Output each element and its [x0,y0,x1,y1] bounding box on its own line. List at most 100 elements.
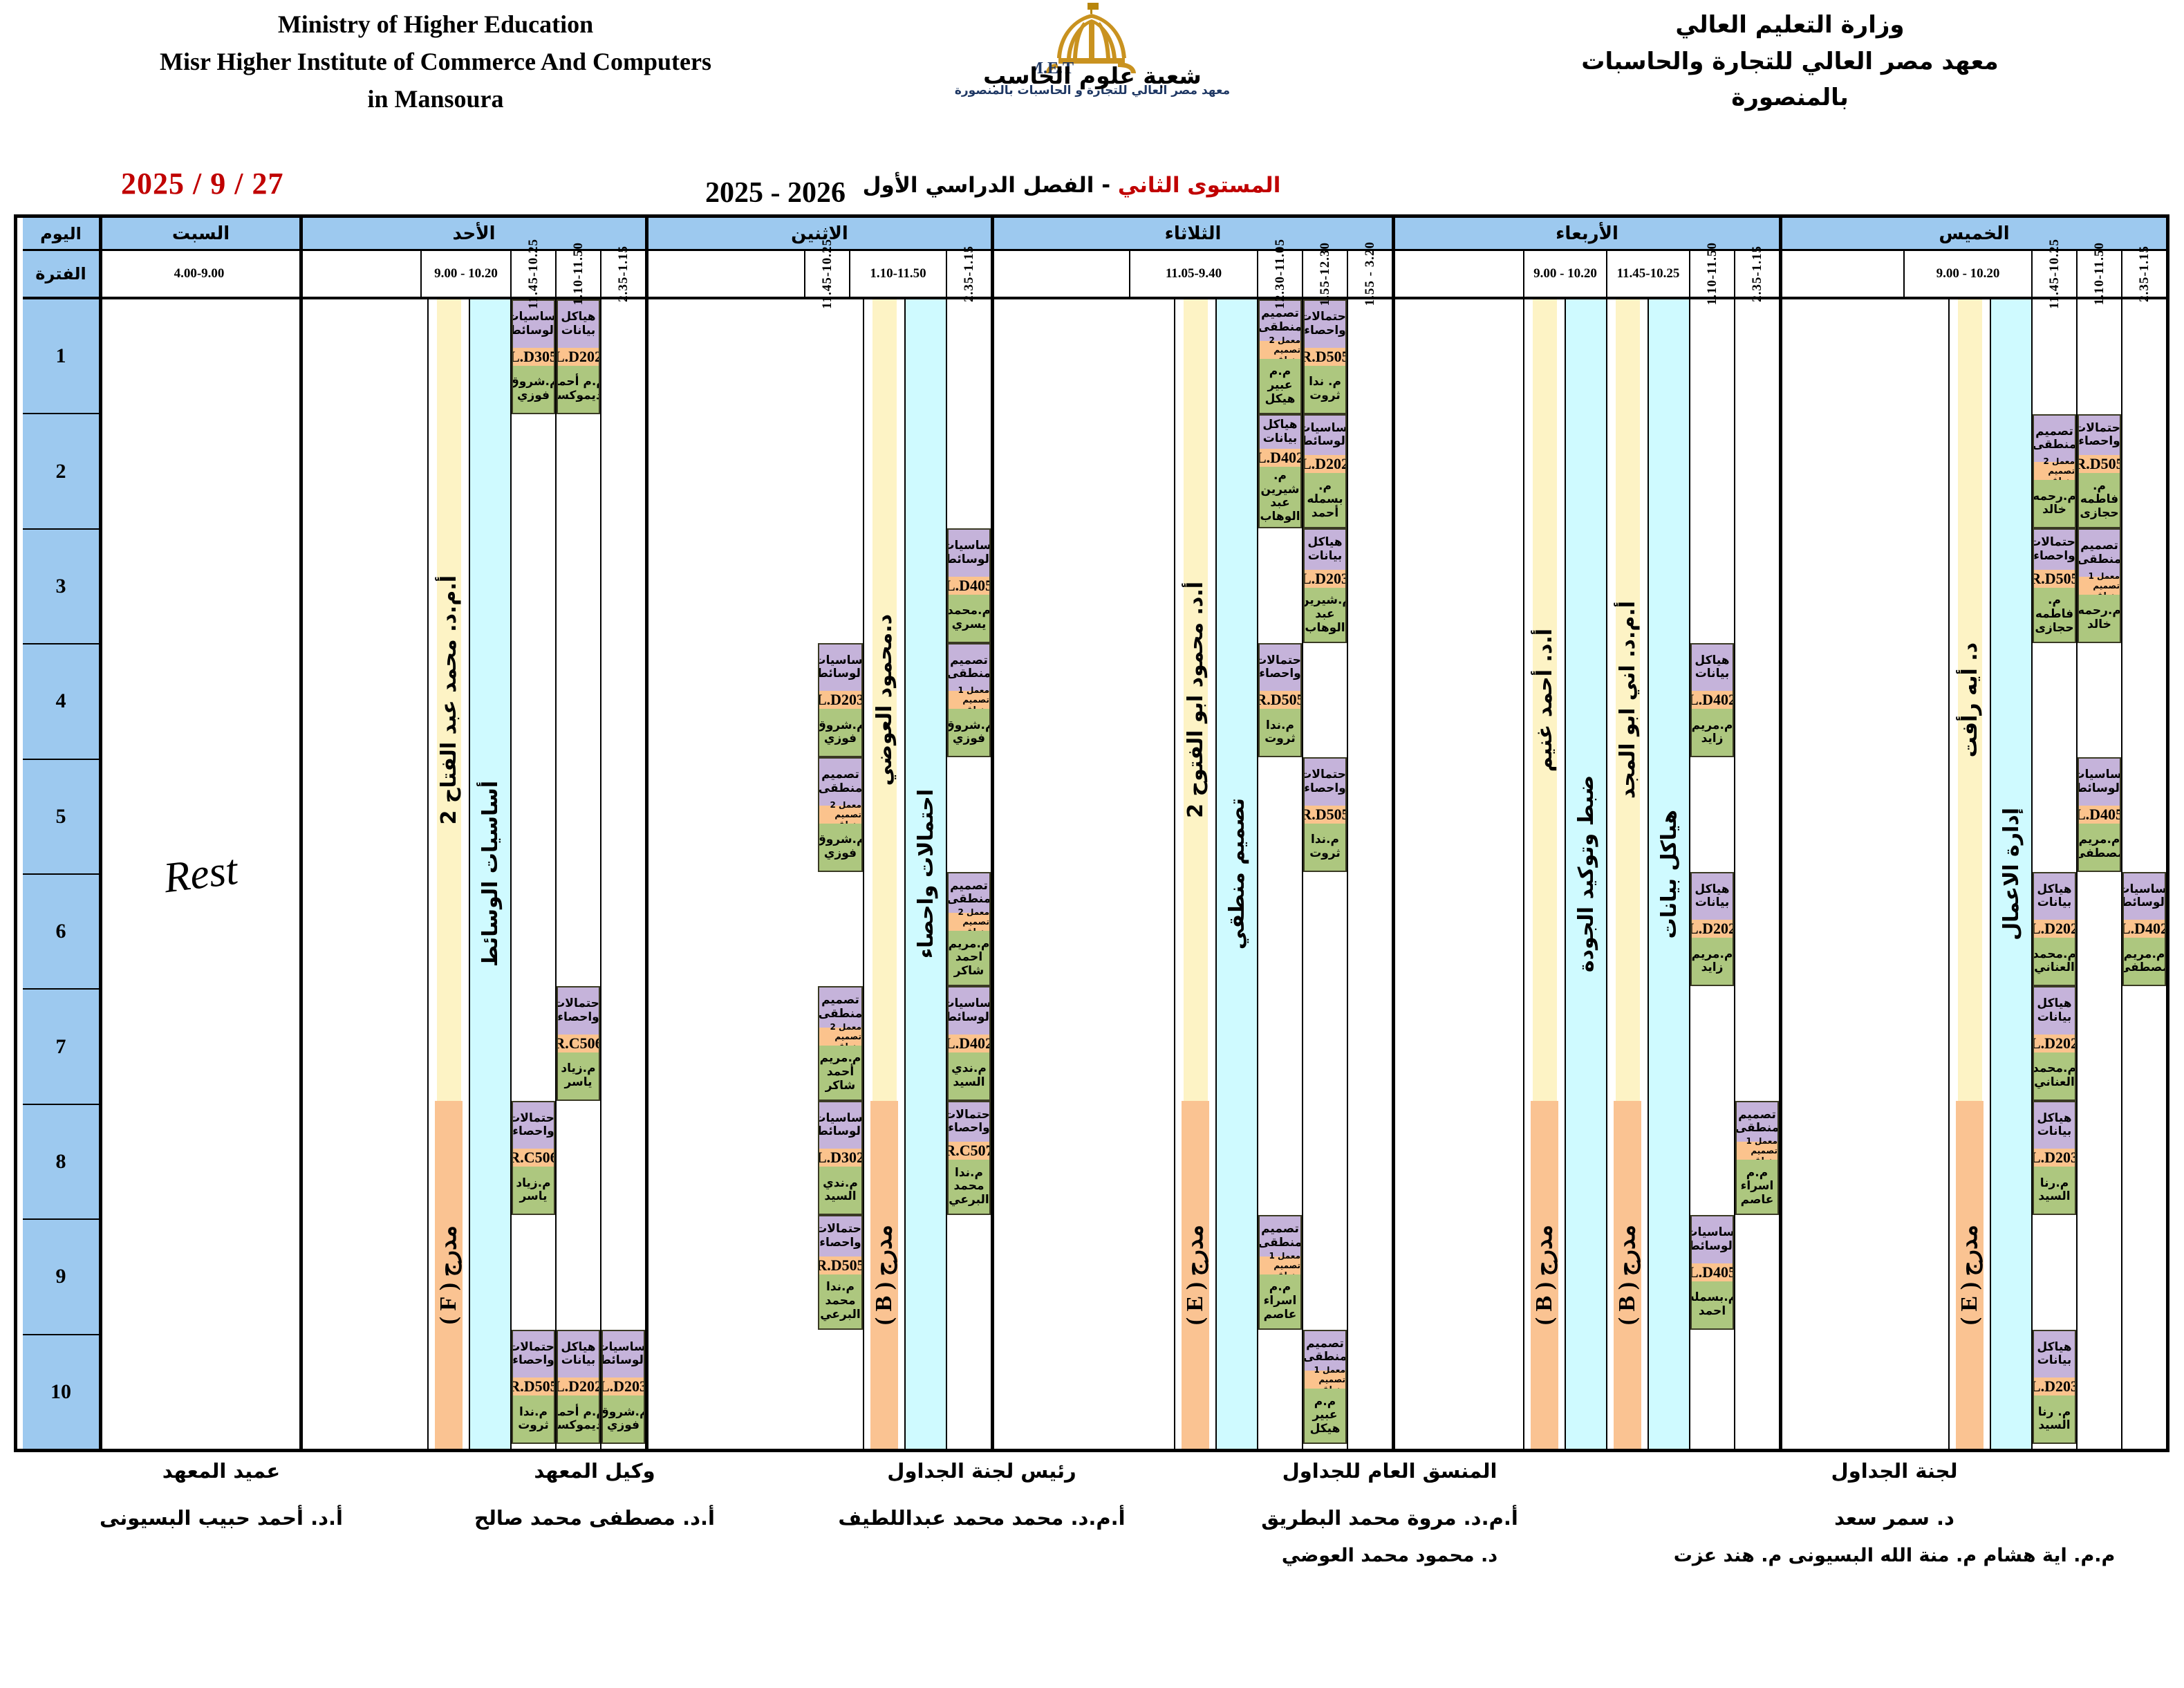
schedule-cell[interactable]: هياكل بيانات L.D202 م.محمد العناني [2033,871,2076,986]
period-number: 1 [23,299,99,415]
schedule-cell[interactable]: هياكل بيانات L.D402 م.مريم زايد [1690,642,1734,757]
time-slot-spacer [1395,251,1523,297]
schedule-cell[interactable]: هياكل بيانات L.D202 م.محمد العناني [2033,986,2076,1101]
schedule-cell[interactable]: تصميم منطقىمعمل 1 تصميم منطقيم.م اسراء ع… [1258,1215,1302,1330]
schedule-cell-empty [1258,1329,1302,1444]
cell-room: معمل 2 تصميم منطقي [1260,335,1300,364]
cell-teacher: م.مريم احمد شاكر [949,931,989,985]
cell-subject: هياكل بيانات [2034,1330,2075,1378]
schedule-cell[interactable]: تصميم منطقىمعمل 1 تصميم منطقيم.م اسراء ع… [1735,1100,1779,1215]
cell-room: L.D203 [818,691,863,709]
cell-teacher: م.مريم مصطفى [2079,823,2120,871]
cell-teacher: م.شروق فوزي [819,823,861,871]
schedule-cell[interactable]: تصميم منطقىمعمل 2 تصميم منطقيم.شروق فوزي [818,757,863,872]
schedule-cell[interactable]: تصميم منطقىمعمل 1 تصميم منطقيم.رحمه خالد [2078,528,2121,643]
academic-years: 2026 - 2025 [705,177,846,209]
cell-teacher: م.مريم مصطفى [2124,938,2165,985]
lecturer-hall-band: د.محمود العوضي مدرج ( B ) [863,299,904,1449]
schedule-cell[interactable]: تصميم منطقىمعمل 1 تصميم منطقيم.م عبير هي… [1303,1329,1347,1444]
cell-subject: تصميم منطقى [2079,530,2120,577]
schedule-cell-empty [947,1215,991,1444]
day-column-tuesday: الثلاثاء 3.20 - 1.55 1.55-12.30 12.30-11.05… [991,218,1392,1449]
cell-subject: تصميم منطقى [819,759,861,806]
cell-room: L.D203 [2033,1378,2076,1396]
cell-subject: احتمالات واحصاء [513,1102,554,1149]
cell-subject: هياكل بيانات [1692,873,1733,920]
lecture-subject-band: هياكل بيانات [1648,299,1689,1449]
cell-room: L.D402 [1690,691,1734,709]
schedule-cell[interactable]: تصميم منطقىمعمل 2 تصميم منطقيم.م عبير هي… [1258,299,1302,414]
time-slot-label: 10.20 - 9.00 [420,251,510,297]
schedule-cell-empty [1690,757,1734,872]
signature-name: د. سمر سعد [1834,1506,1954,1530]
schedule-cell[interactable]: تصميم منطقىمعمل 1 تصميم منطقيم.شروق فوزي [947,642,991,757]
cell-teacher: م.محمد يسري [949,594,989,642]
schedule-cell[interactable]: تصميم منطقىمعمل 2 تصميم منطقيم.مريم أحمد… [818,986,863,1101]
schedule-cell[interactable]: هياكل بيانات L.D203 م. رنا السيد [2033,1329,2076,1444]
schedule-cell-empty [818,299,863,643]
cell-teacher: م.م أحمد الديموكسي [558,365,599,413]
lecture-subject-band: تصميم منطقي [1215,299,1257,1449]
schedule-cell[interactable]: تصميم منطقىمعمل 2 تصميم منطقيم.مريم احمد… [947,871,991,986]
signature-footer: عميد المعهد أ.د. أحمد حبيب البسيونى وكيل ا… [0,1459,2184,1680]
schedule-cell[interactable]: هياكل بيانات L.D203 م.رنا السيد [2033,1100,2076,1215]
cell-room: L.D405 [1690,1263,1734,1281]
schedule-cell[interactable]: هياكل بيانات L.D202 م.مريم زايد [1690,871,1734,986]
lecture-subject-band: إدارة الاعمال [1990,299,2031,1449]
day-body-wednesday: تصميم منطقىمعمل 1 تصميم منطقيم.م اسراء ع… [1395,299,1779,1449]
schedule-cell-empty [1690,1329,1734,1444]
time-slot-label: 11.45-10.25 [510,239,555,309]
signature-title: المنسق العام للجداول [1282,1459,1497,1483]
cell-teacher: م.م اسراء عاصم [1737,1160,1777,1214]
cell-room: معمل 2 تصميم منطقي [819,1022,861,1051]
lecture-subject-band: ضبط وتوكيد الجودة [1565,299,1606,1449]
day-column-wednesday: الأربعاء 2.35-1.15 1.10-11.50 11.45-10.25 10… [1392,218,1779,1449]
term-label: - الفصل الدراسي الأول [862,173,1111,198]
cell-room: L.D405 [2078,805,2121,824]
cell-teacher: م.م اسراء عاصم [1260,1274,1300,1328]
cell-teacher: م. ندا ثروت [1305,365,1345,413]
time-slot-spacer [994,251,1129,297]
schedule-cell[interactable]: هياكل بيانات L.D402 م. شيرين عبد الوهاب [1258,414,1302,528]
lecture-subject-band: احتمالات واحصاء [904,299,946,1449]
time-slot-label: 1.55-12.30 [1302,242,1347,306]
period-number: 10 [23,1335,99,1449]
schedule-cell[interactable]: تصميم منطقىمعمل 2 تصميم منطقيم.رحمه خالد [2033,414,2076,528]
slot-times-sunday: 2.35-1.15 1.10-11.50 11.45-10.25 10.20 - 9.… [303,239,645,309]
header-en-line-1: Ministry of Higher Education [277,10,594,38]
cell-subject: هياكل بيانات [2034,1102,2075,1149]
time-slot-label: 11.45-10.25 [1606,251,1689,297]
schedule-cell-empty [2078,299,2121,414]
cell-subject: احتمالات واحصاء [2034,530,2075,570]
cell-room: L.D203 [1303,569,1347,588]
schedule-cell-empty [1303,642,1347,757]
header-ar-line-1: وزارة التعليم العالي [1675,11,1905,39]
header-arabic-block: وزارة التعليم العالي معهد مصر العالي للت… [1444,7,2136,116]
cell-teacher: م.محمد العناني [2034,938,2075,985]
